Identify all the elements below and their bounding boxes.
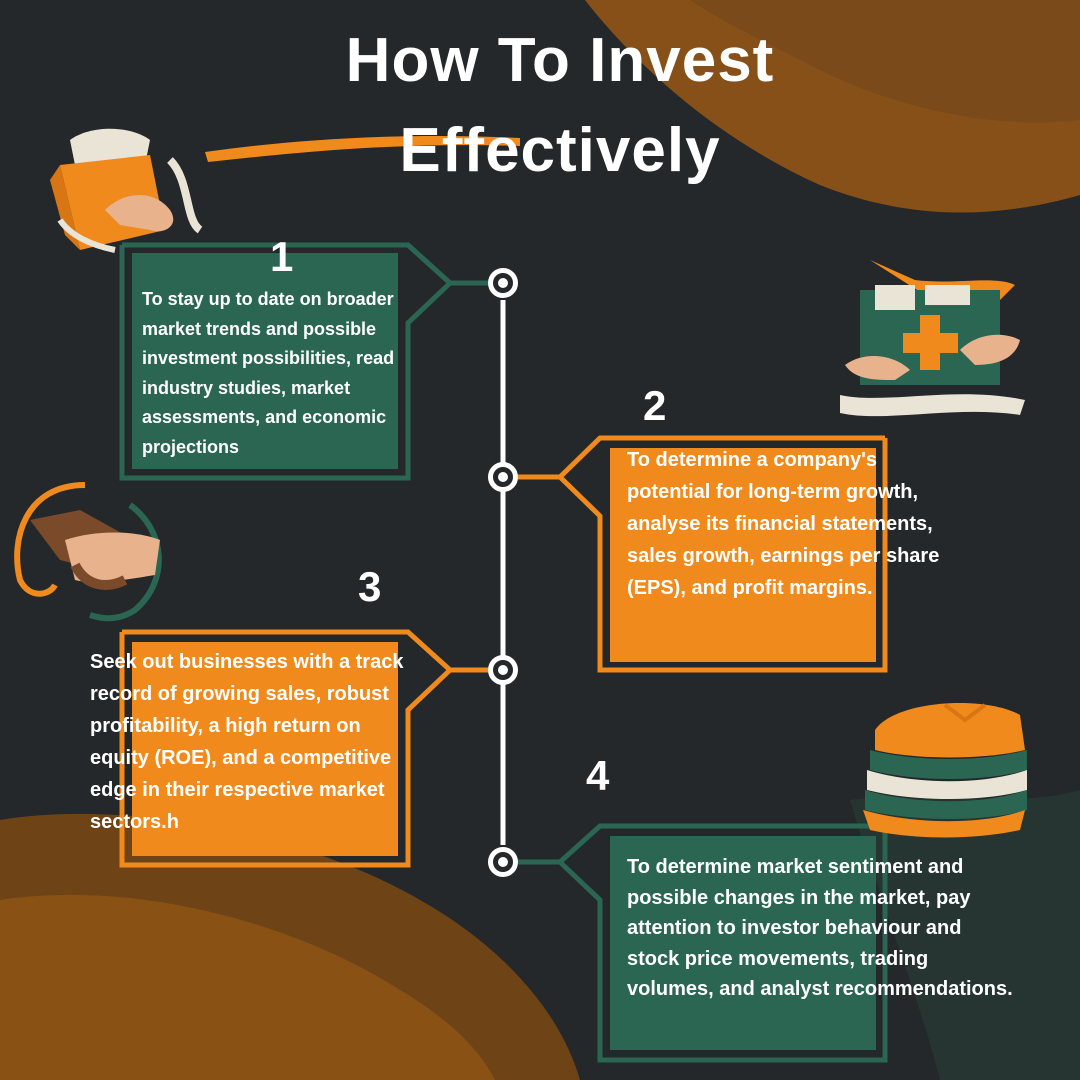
connector-4 [518, 823, 885, 865]
step-3-number: 3 [358, 563, 382, 610]
connector-2 [518, 435, 885, 480]
step-1-number: 1 [270, 233, 294, 280]
step-3-box [132, 642, 398, 856]
bg-blob-right [850, 790, 1080, 1080]
step-2-text: To determine a company's potential for l… [627, 449, 940, 599]
step-2-box [610, 448, 876, 662]
step-1-text: To stay up to date on broader market tre… [142, 289, 395, 457]
package-icon [50, 128, 203, 253]
title-brush-stroke [205, 135, 520, 162]
timeline-node-4 [488, 847, 518, 877]
step-4-number: 4 [586, 752, 610, 799]
page-title-line-2: Effectively [399, 116, 721, 185]
page-title-line-1: How To Invest [345, 26, 775, 95]
first-aid-kit-icon [840, 260, 1025, 417]
step-3-text: Seek out businesses with a track record … [90, 651, 404, 833]
step-2-number: 2 [643, 382, 667, 429]
handshake-icon [14, 482, 162, 622]
step-4-box [610, 836, 876, 1050]
connector-3 [122, 629, 488, 673]
timeline-node-1 [488, 268, 518, 298]
step-4-text: To determine market sentiment and possib… [627, 856, 1013, 1000]
timeline-node-3 [488, 655, 518, 685]
timeline-node-2 [488, 462, 518, 492]
step-1-box [132, 253, 398, 469]
folded-clothes-icon [863, 703, 1027, 838]
